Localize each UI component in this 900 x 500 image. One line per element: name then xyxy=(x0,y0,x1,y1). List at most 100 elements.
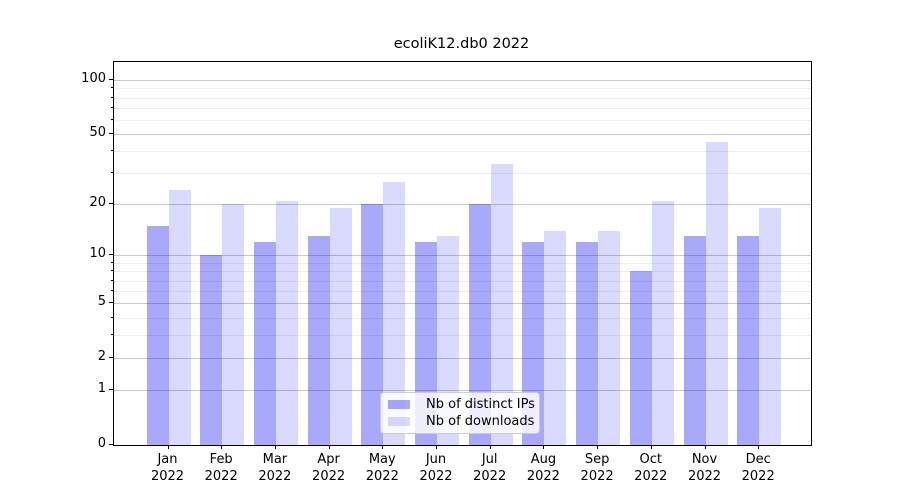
legend-label-distinct-ips: Nb of distinct IPs xyxy=(426,397,535,412)
y-minor-tick-mark xyxy=(111,106,113,108)
x-tick-label: Apr 2022 xyxy=(312,452,346,484)
y-minor-tick-mark xyxy=(111,172,113,174)
major-gridline xyxy=(114,358,811,360)
y-tick-label: 5 xyxy=(97,294,106,310)
x-tick-mark xyxy=(328,445,330,449)
bar-distinct-ips xyxy=(146,225,169,445)
y-tick-mark xyxy=(109,133,113,135)
bar-downloads xyxy=(759,208,782,445)
y-tick-mark xyxy=(109,79,113,80)
x-tick-mark xyxy=(221,445,223,449)
bar-distinct-ips xyxy=(361,204,384,445)
minor-gridline xyxy=(114,88,811,90)
bar-downloads xyxy=(544,230,567,445)
bar-downloads xyxy=(168,190,191,445)
x-tick-label: Jan 2022 xyxy=(150,452,185,484)
y-tick-mark xyxy=(109,203,113,205)
x-tick-label: Mar 2022 xyxy=(258,452,292,484)
x-tick-mark xyxy=(650,445,652,449)
y-minor-tick-mark xyxy=(111,316,113,318)
major-gridline xyxy=(114,80,811,81)
legend-swatch-distinct-ips xyxy=(388,400,410,409)
minor-gridline xyxy=(114,280,811,282)
x-tick-mark xyxy=(167,445,169,449)
y-minor-tick-mark xyxy=(111,270,113,272)
major-gridline xyxy=(114,390,811,392)
x-tick-mark xyxy=(382,445,384,449)
minor-gridline xyxy=(114,151,811,153)
bar-distinct-ips xyxy=(200,255,223,445)
y-tick-mark xyxy=(109,389,113,391)
bar-downloads xyxy=(329,208,352,445)
minor-gridline xyxy=(114,291,811,293)
bar-distinct-ips xyxy=(253,242,276,445)
y-minor-tick-mark xyxy=(111,96,113,98)
x-tick-label: Jun 2022 xyxy=(419,452,453,484)
y-tick-label: 1 xyxy=(97,381,106,397)
major-gridline xyxy=(114,204,811,206)
x-tick-label: Sep 2022 xyxy=(580,452,614,484)
legend-row: Nb of distinct IPs xyxy=(388,396,535,413)
bar-downloads xyxy=(222,204,245,445)
bar-downloads xyxy=(275,200,298,445)
legend-label-downloads: Nb of downloads xyxy=(426,414,535,429)
x-tick-mark xyxy=(274,445,276,449)
y-minor-tick-mark xyxy=(111,118,113,120)
minor-gridline xyxy=(114,119,811,121)
x-tick-label: Feb 2022 xyxy=(204,452,238,484)
y-tick-label: 2 xyxy=(97,349,106,365)
minor-gridline xyxy=(114,271,811,273)
y-tick-mark xyxy=(109,254,113,256)
y-tick-mark xyxy=(109,302,113,304)
y-minor-tick-mark xyxy=(111,261,113,263)
y-tick-label: 10 xyxy=(89,246,106,262)
minor-gridline xyxy=(114,262,811,264)
minor-gridline xyxy=(114,317,811,319)
bar-downloads xyxy=(383,181,406,445)
bar-downloads xyxy=(651,200,674,445)
y-minor-tick-mark xyxy=(111,334,113,336)
legend: Nb of distinct IPs Nb of downloads xyxy=(380,392,540,434)
minor-gridline xyxy=(114,97,811,99)
x-tick-mark xyxy=(543,445,545,449)
x-tick-label: May 2022 xyxy=(365,452,399,484)
y-tick-label: 50 xyxy=(89,125,106,141)
x-tick-label: Jul 2022 xyxy=(473,452,507,484)
bar-distinct-ips xyxy=(307,236,330,445)
y-minor-tick-mark xyxy=(111,87,113,89)
major-gridline xyxy=(114,134,811,136)
y-tick-label: 100 xyxy=(81,71,106,86)
y-minor-tick-mark xyxy=(111,290,113,292)
minor-gridline xyxy=(114,173,811,175)
bar-distinct-ips xyxy=(468,204,491,445)
x-tick-mark xyxy=(758,445,760,449)
y-tick-mark xyxy=(109,444,113,445)
x-tick-mark xyxy=(436,445,437,449)
y-minor-tick-mark xyxy=(111,150,113,152)
x-tick-mark xyxy=(597,445,599,449)
bar-downloads xyxy=(490,163,513,445)
x-tick-label: Dec 2022 xyxy=(741,452,775,484)
bar-downloads xyxy=(598,230,621,445)
chart-title: ecoliK12.db0 2022 xyxy=(393,36,530,52)
x-tick-label: Aug 2022 xyxy=(526,452,560,484)
legend-swatch-downloads xyxy=(388,417,410,426)
y-tick-label: 20 xyxy=(89,195,106,211)
x-tick-mark xyxy=(489,445,491,449)
x-tick-label: Oct 2022 xyxy=(634,452,668,484)
bar-distinct-ips xyxy=(629,271,652,445)
x-tick-mark xyxy=(704,445,706,449)
x-tick-label: Nov 2022 xyxy=(687,452,722,484)
y-minor-tick-mark xyxy=(111,279,113,281)
bar-downloads xyxy=(705,142,728,445)
bar-distinct-ips xyxy=(737,236,760,445)
y-tick-mark xyxy=(109,357,113,359)
bar-distinct-ips xyxy=(683,236,706,445)
plot-area xyxy=(113,61,812,446)
bar-distinct-ips xyxy=(576,242,599,445)
legend-row: Nb of downloads xyxy=(388,413,535,430)
minor-gridline xyxy=(114,107,811,109)
major-gridline xyxy=(114,303,811,305)
major-gridline xyxy=(114,255,811,257)
